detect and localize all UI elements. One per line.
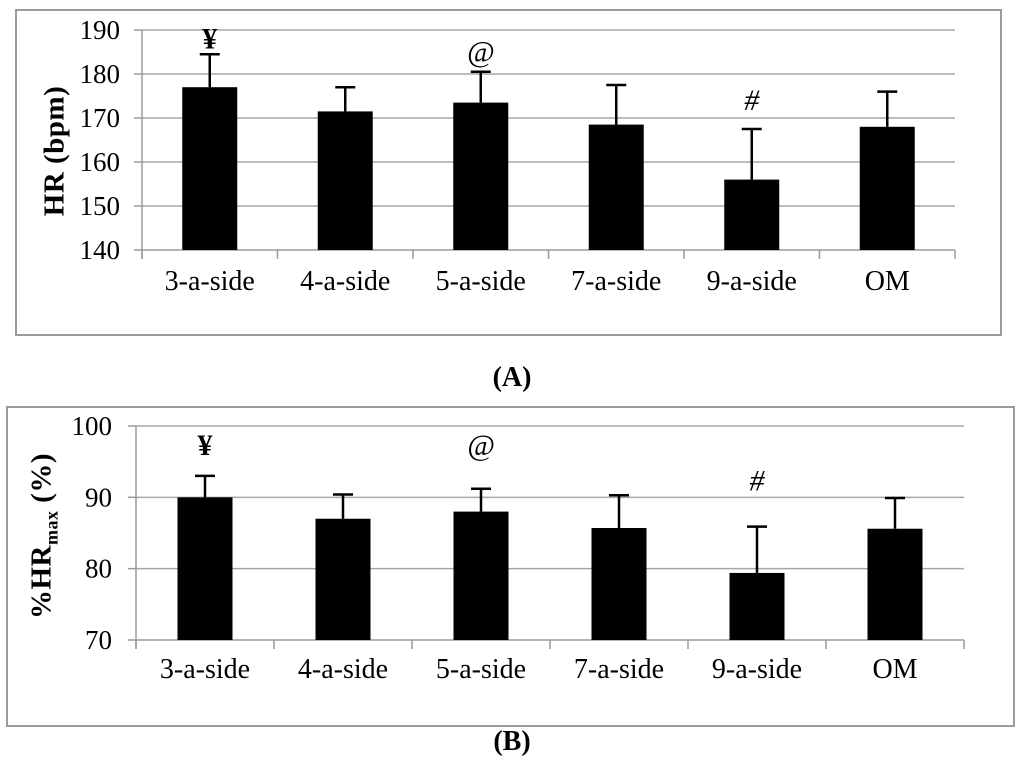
x-category-label-5-a-side: 5-a-side <box>436 654 526 685</box>
panel-b-y-axis-title-suffix: (%) <box>25 452 58 511</box>
x-category-label-9-a-side: 9-a-side <box>712 654 802 685</box>
bar-7-a-side <box>591 528 647 640</box>
y-tick-label-80: 80 <box>85 554 112 584</box>
bar-4-a-side <box>317 111 373 251</box>
annotation-¥-3-a-side: ¥ <box>202 22 217 55</box>
annotation-¥-3-a-side: ¥ <box>198 429 213 462</box>
panel-b-y-axis-title-text: %HR <box>25 545 58 620</box>
x-category-label-3-a-side: 3-a-side <box>160 654 250 685</box>
bar-4-a-side <box>315 518 371 640</box>
annotation-#-9-a-side: # <box>744 84 760 117</box>
y-tick-label-90: 90 <box>85 482 112 512</box>
panel-b-plot-area: 70 80 90 100 3-a-side 4-a-side 5-a-side 7-a-sid… <box>72 411 965 685</box>
bar-5-a-side <box>453 102 509 250</box>
panel-a-caption: (A) <box>492 362 532 393</box>
panel-b-y-axis-title-sub: max <box>41 510 62 546</box>
y-tick-label-140: 140 <box>80 235 121 265</box>
x-category-label-4-a-side: 4-a-side <box>300 266 390 297</box>
x-category-label-3-a-side: 3-a-side <box>165 266 255 297</box>
y-tick-label-160: 160 <box>80 147 121 177</box>
bar-OM <box>859 126 915 250</box>
bar-5-a-side <box>453 511 509 640</box>
bar-9-a-side <box>724 179 780 250</box>
panel-a-y-axis-title-text: HR (bpm) <box>38 85 71 217</box>
y-tick-label-100: 100 <box>72 411 113 441</box>
x-category-label-4-a-side: 4-a-side <box>298 654 388 685</box>
x-category-label-OM: OM <box>865 266 910 297</box>
annotation-@-5-a-side: @ <box>467 36 495 69</box>
panel-b-caption: (B) <box>493 726 531 757</box>
panel-b-chart: %HRmax (%) 70 80 90 100 3-a-side 4-a-side 5-a-… <box>6 406 1015 727</box>
y-tick-label-190: 190 <box>80 15 121 45</box>
x-category-label-7-a-side: 7-a-side <box>574 654 664 685</box>
panel-a-chart: HR (bpm) 140 150 160 170 180 190 3-a-side 4-a-s… <box>15 9 1002 336</box>
x-category-label-5-a-side: 5-a-side <box>436 266 526 297</box>
panel-a-y-axis-title: HR (bpm) <box>39 86 72 216</box>
y-tick-label-150: 150 <box>80 191 121 221</box>
y-tick-label-180: 180 <box>80 59 121 89</box>
x-category-label-9-a-side: 9-a-side <box>707 266 797 297</box>
bar-9-a-side <box>729 572 785 640</box>
x-category-label-7-a-side: 7-a-side <box>571 266 661 297</box>
panel-b-y-axis-title: %HRmax (%) <box>25 452 62 620</box>
panel-a-plot-area: 140 150 160 170 180 190 3-a-side 4-a-side 5-a-si… <box>80 15 956 297</box>
bar-3-a-side <box>177 497 233 640</box>
annotation-@-5-a-side: @ <box>467 429 495 462</box>
bar-OM <box>867 528 923 640</box>
bar-3-a-side <box>182 87 238 250</box>
annotation-#-9-a-side: # <box>750 464 766 497</box>
y-tick-label-170: 170 <box>80 103 121 133</box>
x-category-label-OM: OM <box>872 654 917 685</box>
bar-7-a-side <box>588 124 644 250</box>
y-tick-label-70: 70 <box>85 625 112 655</box>
